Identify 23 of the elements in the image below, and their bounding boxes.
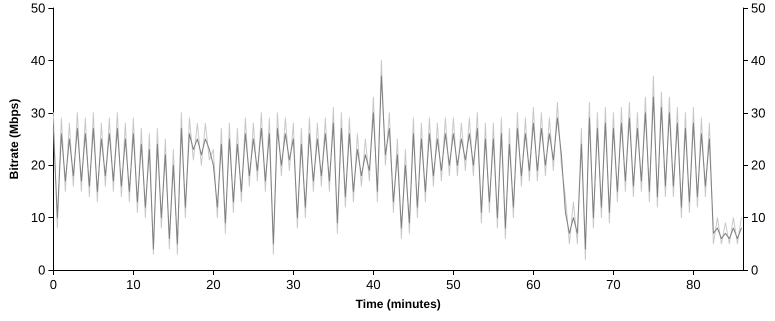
x-tick-label: 0 [50,277,57,292]
y-tick-label: 20 [30,158,46,173]
x-tick-label: 80 [686,277,701,292]
y-tick-label: 40 [30,52,46,68]
y-tick-label: 50 [30,0,46,16]
x-tick-label: 60 [526,277,541,292]
y2-tick-label: 40 [751,52,766,68]
x-tick-label: 50 [446,277,461,292]
y-tick-label: 30 [30,105,46,120]
x-tick-label: 20 [206,277,221,292]
y-tick-label: 10 [30,210,46,226]
x-tick-label: 70 [606,277,621,292]
x-axis-title: Time (minutes) [356,297,441,311]
y2-tick-label: 0 [751,262,758,278]
y-tick-label: 0 [38,262,46,278]
y2-tick-label: 10 [751,210,766,226]
y2-tick-label: 50 [751,0,766,16]
y-axis-title: Bitrate (Mbps) [7,98,21,180]
y2-tick-label: 30 [751,105,766,120]
x-tick-label: 10 [126,277,141,292]
y2-tick-label: 20 [751,158,766,173]
x-tick-label: 30 [286,277,301,292]
x-tick-label: 40 [366,277,381,292]
